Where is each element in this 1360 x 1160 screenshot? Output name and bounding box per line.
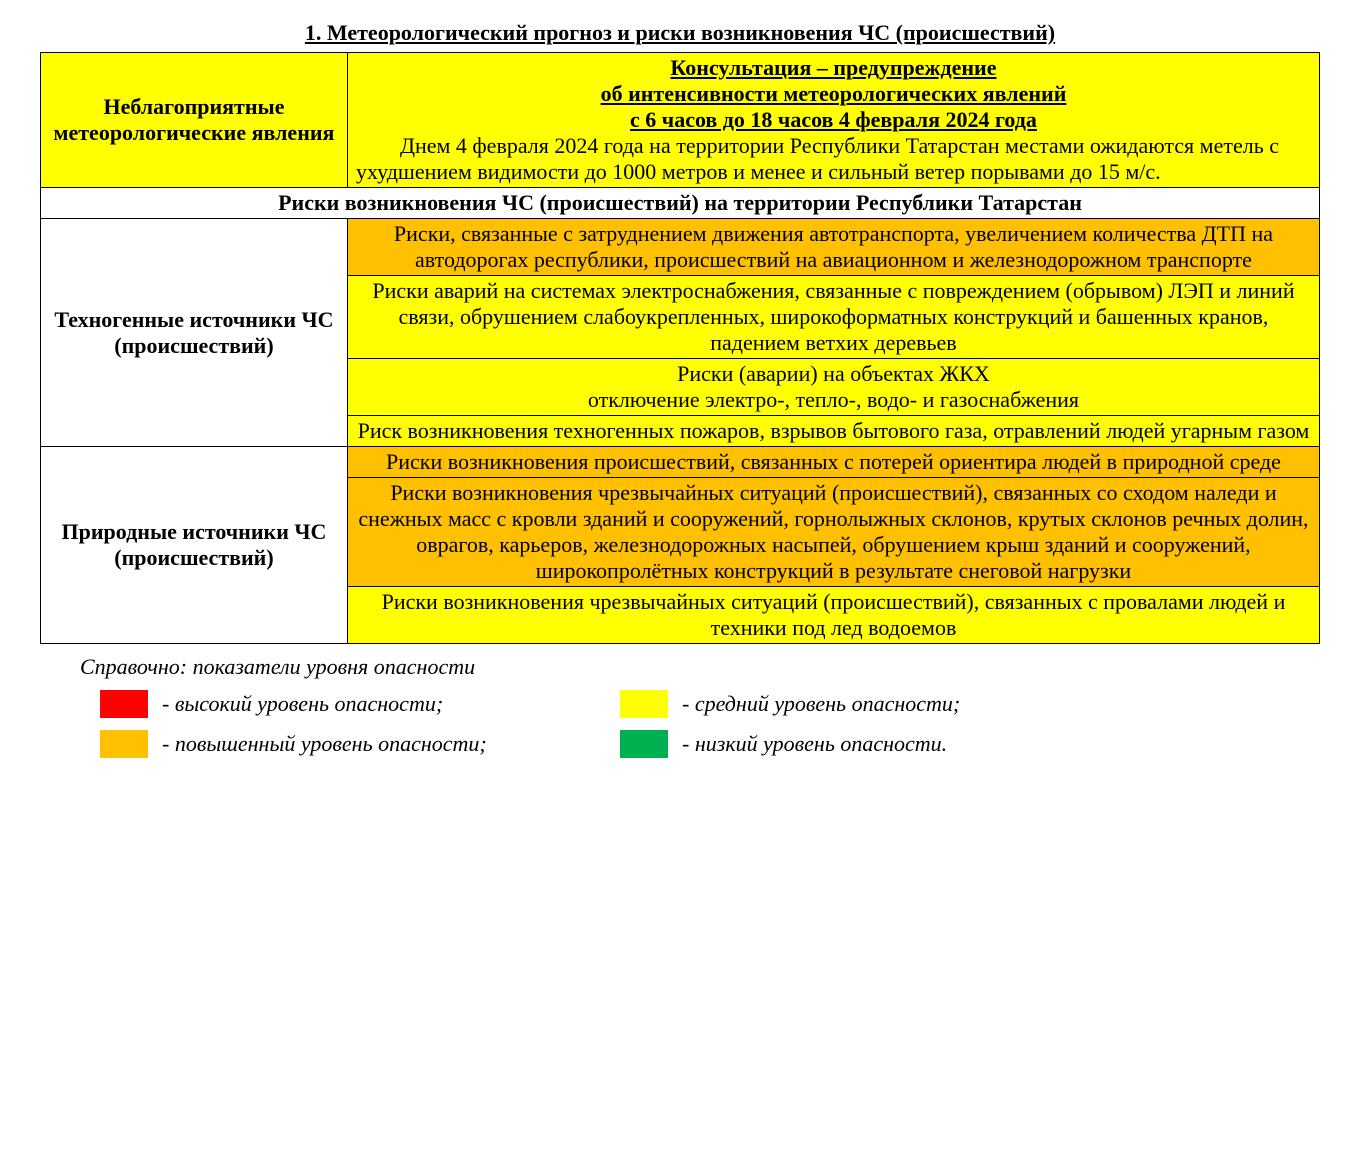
risk-cell: Риски возникновения чрезвычайных ситуаци…	[347, 478, 1319, 587]
risk-text: Риски аварий на системах электроснабжени…	[372, 278, 1294, 355]
forecast-table: Неблагоприятные метеорологические явлени…	[40, 52, 1320, 644]
swatch-yellow	[620, 690, 668, 718]
legend-item-high: - высокий уровень опасности;	[100, 690, 560, 718]
legend-title: Справочно: показатели уровня опасности	[80, 654, 1320, 680]
risks-header-row: Риски возникновения ЧС (происшествий) на…	[41, 188, 1320, 219]
risk-text: Риски, связанные с затруднением движения…	[394, 221, 1273, 272]
legend-item-medium: - средний уровень опасности;	[620, 690, 1080, 718]
risk-text-line1: Риски (аварии) на объектах ЖКХ	[356, 361, 1311, 387]
risk-text: Риски возникновения чрезвычайных ситуаци…	[382, 589, 1286, 640]
risk-cell: Риски (аварии) на объектах ЖКХ отключени…	[347, 359, 1319, 416]
warning-left-label: Неблагоприятные метеорологические явлени…	[54, 94, 335, 145]
legend-label: - средний уровень опасности;	[682, 691, 960, 717]
legend-grid: - высокий уровень опасности; - средний у…	[100, 690, 1080, 758]
legend-item-elevated: - повышенный уровень опасности;	[100, 730, 560, 758]
risk-text: Риск возникновения техногенных пожаров, …	[358, 418, 1310, 443]
natural-label: Природные источники ЧС (происшествий)	[62, 519, 327, 570]
risk-cell: Риски возникновения чрезвычайных ситуаци…	[347, 587, 1319, 644]
risk-text: Риски возникновения происшествий, связан…	[386, 449, 1281, 474]
risk-cell: Риски аварий на системах электроснабжени…	[347, 276, 1319, 359]
risk-text-line2: отключение электро-, тепло-, водо- и газ…	[356, 387, 1311, 413]
legend-label: - низкий уровень опасности.	[682, 731, 947, 757]
table-row: Природные источники ЧС (происшествий) Ри…	[41, 447, 1320, 478]
risk-cell: Риски возникновения происшествий, связан…	[347, 447, 1319, 478]
technogenic-label-cell: Техногенные источники ЧС (происшествий)	[41, 219, 348, 447]
warning-heading-line1: Консультация – предупреждение	[356, 55, 1311, 81]
swatch-green	[620, 730, 668, 758]
technogenic-label: Техногенные источники ЧС (происшествий)	[54, 307, 333, 358]
warning-heading-line2: об интенсивности метеорологических явлен…	[356, 81, 1311, 107]
warning-body: Днем 4 февраля 2024 года на территории Р…	[356, 133, 1311, 185]
table-row: Техногенные источники ЧС (происшествий) …	[41, 219, 1320, 276]
page-title: 1. Метеорологический прогноз и риски воз…	[40, 20, 1320, 46]
risk-text: Риски возникновения чрезвычайных ситуаци…	[358, 480, 1308, 583]
legend-label: - повышенный уровень опасности;	[162, 731, 487, 757]
legend-label: - высокий уровень опасности;	[162, 691, 443, 717]
natural-label-cell: Природные источники ЧС (происшествий)	[41, 447, 348, 644]
warning-row: Неблагоприятные метеорологические явлени…	[41, 53, 1320, 188]
swatch-orange	[100, 730, 148, 758]
risk-cell: Риск возникновения техногенных пожаров, …	[347, 416, 1319, 447]
warning-heading-line3: с 6 часов до 18 часов 4 февраля 2024 год…	[356, 107, 1311, 133]
risk-cell: Риски, связанные с затруднением движения…	[347, 219, 1319, 276]
swatch-red	[100, 690, 148, 718]
warning-right-cell: Консультация – предупреждение об интенси…	[347, 53, 1319, 188]
risks-header-cell: Риски возникновения ЧС (происшествий) на…	[41, 188, 1320, 219]
warning-left-cell: Неблагоприятные метеорологические явлени…	[41, 53, 348, 188]
legend-item-low: - низкий уровень опасности.	[620, 730, 1080, 758]
